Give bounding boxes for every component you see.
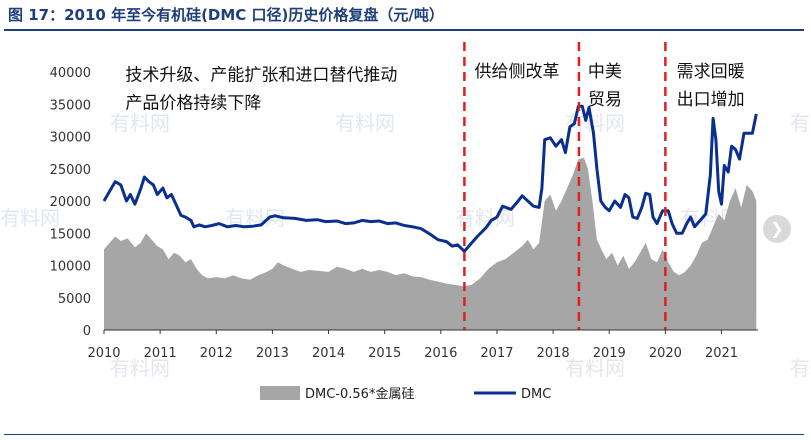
x-tick-label: 2014 [312,346,345,361]
y-tick-label: 25000 [50,163,91,178]
y-tick-label: 40000 [50,66,91,81]
y-tick-label: 5000 [58,292,91,307]
x-tick-label: 2021 [705,346,738,361]
bottom-rule [4,434,804,435]
annotation-text: 技术升级、产能扩张和进口替代推动 [125,65,397,85]
x-tick-label: 2017 [480,346,513,361]
title-rule [4,29,804,31]
annotation-text: 产品价格持续下降 [125,93,261,113]
legend: DMC-0.56*金属硅 DMC [260,386,551,402]
legend-swatch-area [260,386,300,400]
watermark-text: 有料网 [110,356,170,380]
annotation-text: 需求回暖 [677,62,745,82]
y-tick-label: 20000 [50,195,91,210]
figure-title: 图 17：2010 年至今有机硅(DMC 口径)历史价格复盘（元/吨） [8,6,444,24]
watermark-text: 有料网 [565,356,625,380]
axes: 0 5000 10000 15000 20000 25000 30000 35000 40000… [50,66,758,361]
y-tick-label: 10000 [50,260,91,275]
x-tick-label: 2018 [537,346,570,361]
x-tick-label: 2019 [593,346,626,361]
x-tick-label: 2012 [200,346,233,361]
annotation-text: 贸易 [588,90,622,110]
x-tick-label: 2020 [649,346,682,361]
watermark-text: 有料网 [790,356,811,380]
y-tick-label: 15000 [50,227,91,242]
y-tick-label: 35000 [50,98,91,113]
x-tick-label: 2010 [87,346,120,361]
watermark-text: 有料网 [335,111,395,135]
watermark-text: 有料网 [110,111,170,135]
y-tick-label: 0 [83,324,91,339]
series-area-dmc-minus-silicon [104,157,757,330]
x-tick-label: 2015 [368,346,401,361]
annotation-text: 供给侧改革 [475,62,560,82]
x-tick-label: 2013 [256,346,289,361]
y-tick-label: 30000 [50,131,91,146]
annotation-text: 中美 [588,62,622,82]
legend-label-area: DMC-0.56*金属硅 [305,386,414,402]
watermark-text: 有料网 [790,111,811,135]
x-tick-label: 2016 [424,346,457,361]
series-line-dmc [102,104,758,253]
legend-label-line: DMC [521,387,551,402]
period-dividers [463,42,667,330]
next-arrow-icon[interactable]: ❯ [763,215,791,243]
watermark-text: 有料网 [0,206,60,230]
x-tick-label: 2011 [144,346,177,361]
annotation-text: 出口增加 [677,90,745,110]
